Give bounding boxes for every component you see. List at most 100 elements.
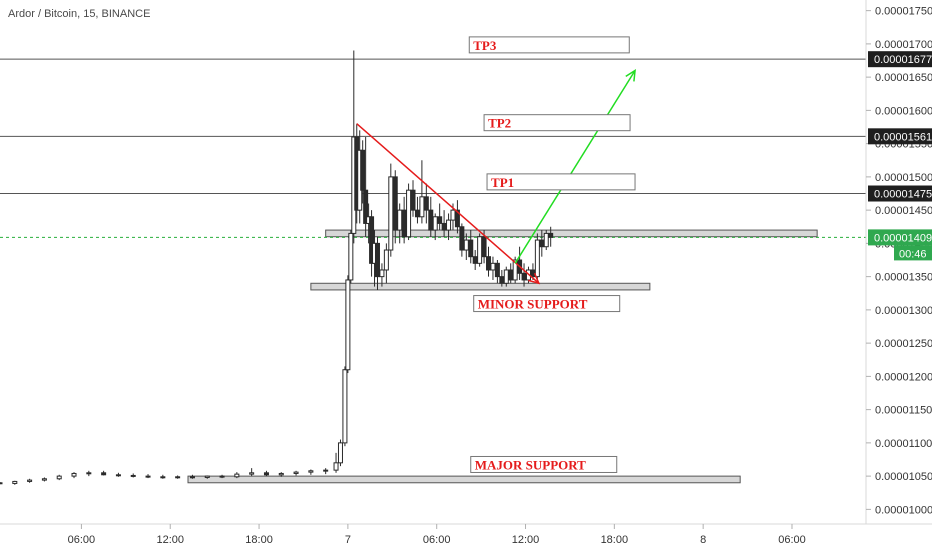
trendline bbox=[514, 70, 636, 264]
y-tick-label: 0.00001150 bbox=[875, 405, 932, 417]
annotation-box bbox=[486, 173, 636, 191]
candle-body bbox=[333, 462, 339, 471]
candle-body bbox=[41, 478, 47, 481]
y-tick-label: 0.00001350 bbox=[875, 272, 932, 284]
candle-body bbox=[337, 442, 343, 464]
annotation-box bbox=[483, 114, 631, 132]
candle-body bbox=[539, 239, 545, 248]
price-tag-label: 0.00001475 bbox=[874, 189, 932, 201]
candle-body bbox=[477, 236, 483, 264]
x-tick-label: 8 bbox=[700, 534, 706, 546]
price-tag-label: 0.00001409 bbox=[874, 232, 932, 244]
candle-body bbox=[406, 189, 412, 238]
countdown-label: 00:46 bbox=[899, 248, 927, 260]
price-tag-label: 0.00001561 bbox=[874, 131, 932, 143]
candle-body bbox=[521, 272, 527, 281]
candle-body bbox=[481, 236, 487, 258]
candle-body bbox=[392, 176, 398, 231]
price-tag-box bbox=[868, 51, 932, 68]
y-tick-label: 0.00001300 bbox=[875, 305, 932, 317]
zones bbox=[187, 229, 818, 484]
candle-body bbox=[459, 226, 465, 251]
annotation-label: TP2 bbox=[488, 116, 511, 131]
candle-body bbox=[308, 470, 314, 473]
price-tags: 0.00001677 0.00001561 0.00001475 0.00001409… bbox=[868, 51, 932, 261]
support-resistance-zone bbox=[325, 229, 818, 238]
x-tick-label: 12:00 bbox=[512, 534, 540, 546]
candle-body bbox=[388, 176, 394, 251]
candle-body bbox=[0, 482, 3, 485]
candle-body bbox=[219, 475, 225, 478]
y-tick-label: 0.00001750 bbox=[875, 6, 932, 18]
candle-body bbox=[342, 369, 348, 444]
candle-body bbox=[463, 239, 469, 251]
candle-body bbox=[437, 216, 443, 224]
candle-body bbox=[345, 279, 351, 371]
candle-body bbox=[548, 232, 554, 238]
x-tick-label: 12:00 bbox=[156, 534, 184, 546]
candle-body bbox=[450, 209, 456, 221]
annotation-label: MAJOR SUPPORT bbox=[475, 457, 586, 472]
candle-body bbox=[499, 276, 505, 284]
x-tick-label: 06:00 bbox=[778, 534, 806, 546]
annotation-label: TP1 bbox=[491, 175, 514, 190]
candle-body bbox=[278, 472, 284, 476]
price-tag-box bbox=[868, 229, 932, 246]
y-tick-label: 0.00001600 bbox=[875, 105, 932, 117]
x-tick-label: 06:00 bbox=[68, 534, 96, 546]
candle-body bbox=[71, 472, 77, 477]
candle-body bbox=[263, 472, 269, 476]
candle-body bbox=[432, 216, 438, 231]
annotation-box bbox=[470, 455, 618, 473]
y-tick-label: 0.00001250 bbox=[875, 338, 932, 350]
price-level-lines bbox=[0, 58, 866, 238]
chart-title: Ardor / Bitcoin, 15, BINANCE bbox=[8, 8, 150, 20]
annotations: TP3 TP2 TP1 MINOR SUPPORT MAJOR SUPPORT bbox=[468, 36, 636, 473]
candle-body bbox=[86, 472, 92, 475]
x-tick-label: 06:00 bbox=[423, 534, 451, 546]
candle-body bbox=[468, 239, 474, 258]
y-tick-label: 0.00001650 bbox=[875, 72, 932, 84]
price-tag-box bbox=[868, 128, 932, 145]
candle-body bbox=[145, 475, 151, 478]
candle-body bbox=[374, 242, 380, 278]
annotation-label: TP3 bbox=[473, 38, 497, 53]
candle-body bbox=[441, 222, 447, 231]
countdown-box bbox=[894, 245, 932, 261]
y-tick-label: 0.00001500 bbox=[875, 172, 932, 184]
candle-body bbox=[401, 209, 407, 238]
candle-body bbox=[490, 262, 496, 271]
y-tick-label: 0.00001200 bbox=[875, 371, 932, 383]
price-tag-label: 0.00001677 bbox=[874, 54, 932, 66]
candle-body bbox=[397, 209, 403, 231]
trendline bbox=[356, 123, 540, 284]
candle-body bbox=[189, 476, 195, 479]
trendlines bbox=[356, 69, 636, 285]
x-tick-label: 18:00 bbox=[601, 534, 629, 546]
candle-body bbox=[494, 262, 500, 278]
candle-body bbox=[379, 269, 385, 278]
annotation-box bbox=[473, 295, 621, 313]
x-tick-label: 7 bbox=[345, 534, 351, 546]
candle-body bbox=[27, 479, 33, 482]
x-axis[interactable]: 06:00 12:00 18:00 7 06:00 12:00 18:00 8 06:00 bbox=[68, 524, 806, 546]
candle-body bbox=[130, 474, 136, 477]
candle-body bbox=[419, 196, 425, 218]
annotation-label: MINOR SUPPORT bbox=[478, 297, 588, 312]
candle-body bbox=[446, 219, 452, 231]
candle-body bbox=[454, 209, 460, 228]
trendline-arrowhead bbox=[528, 272, 541, 285]
candle-body bbox=[423, 196, 429, 211]
x-tick-label: 18:00 bbox=[245, 534, 273, 546]
candle-body bbox=[363, 189, 369, 224]
candle-body bbox=[369, 216, 375, 264]
candle-body bbox=[101, 472, 107, 476]
candle-body bbox=[234, 473, 240, 478]
candle-body bbox=[472, 256, 478, 264]
candle-body bbox=[486, 256, 492, 271]
support-resistance-zone bbox=[187, 475, 741, 484]
candle-body bbox=[360, 149, 366, 191]
candle-body bbox=[249, 472, 255, 475]
trendline-arrowhead bbox=[625, 69, 636, 82]
